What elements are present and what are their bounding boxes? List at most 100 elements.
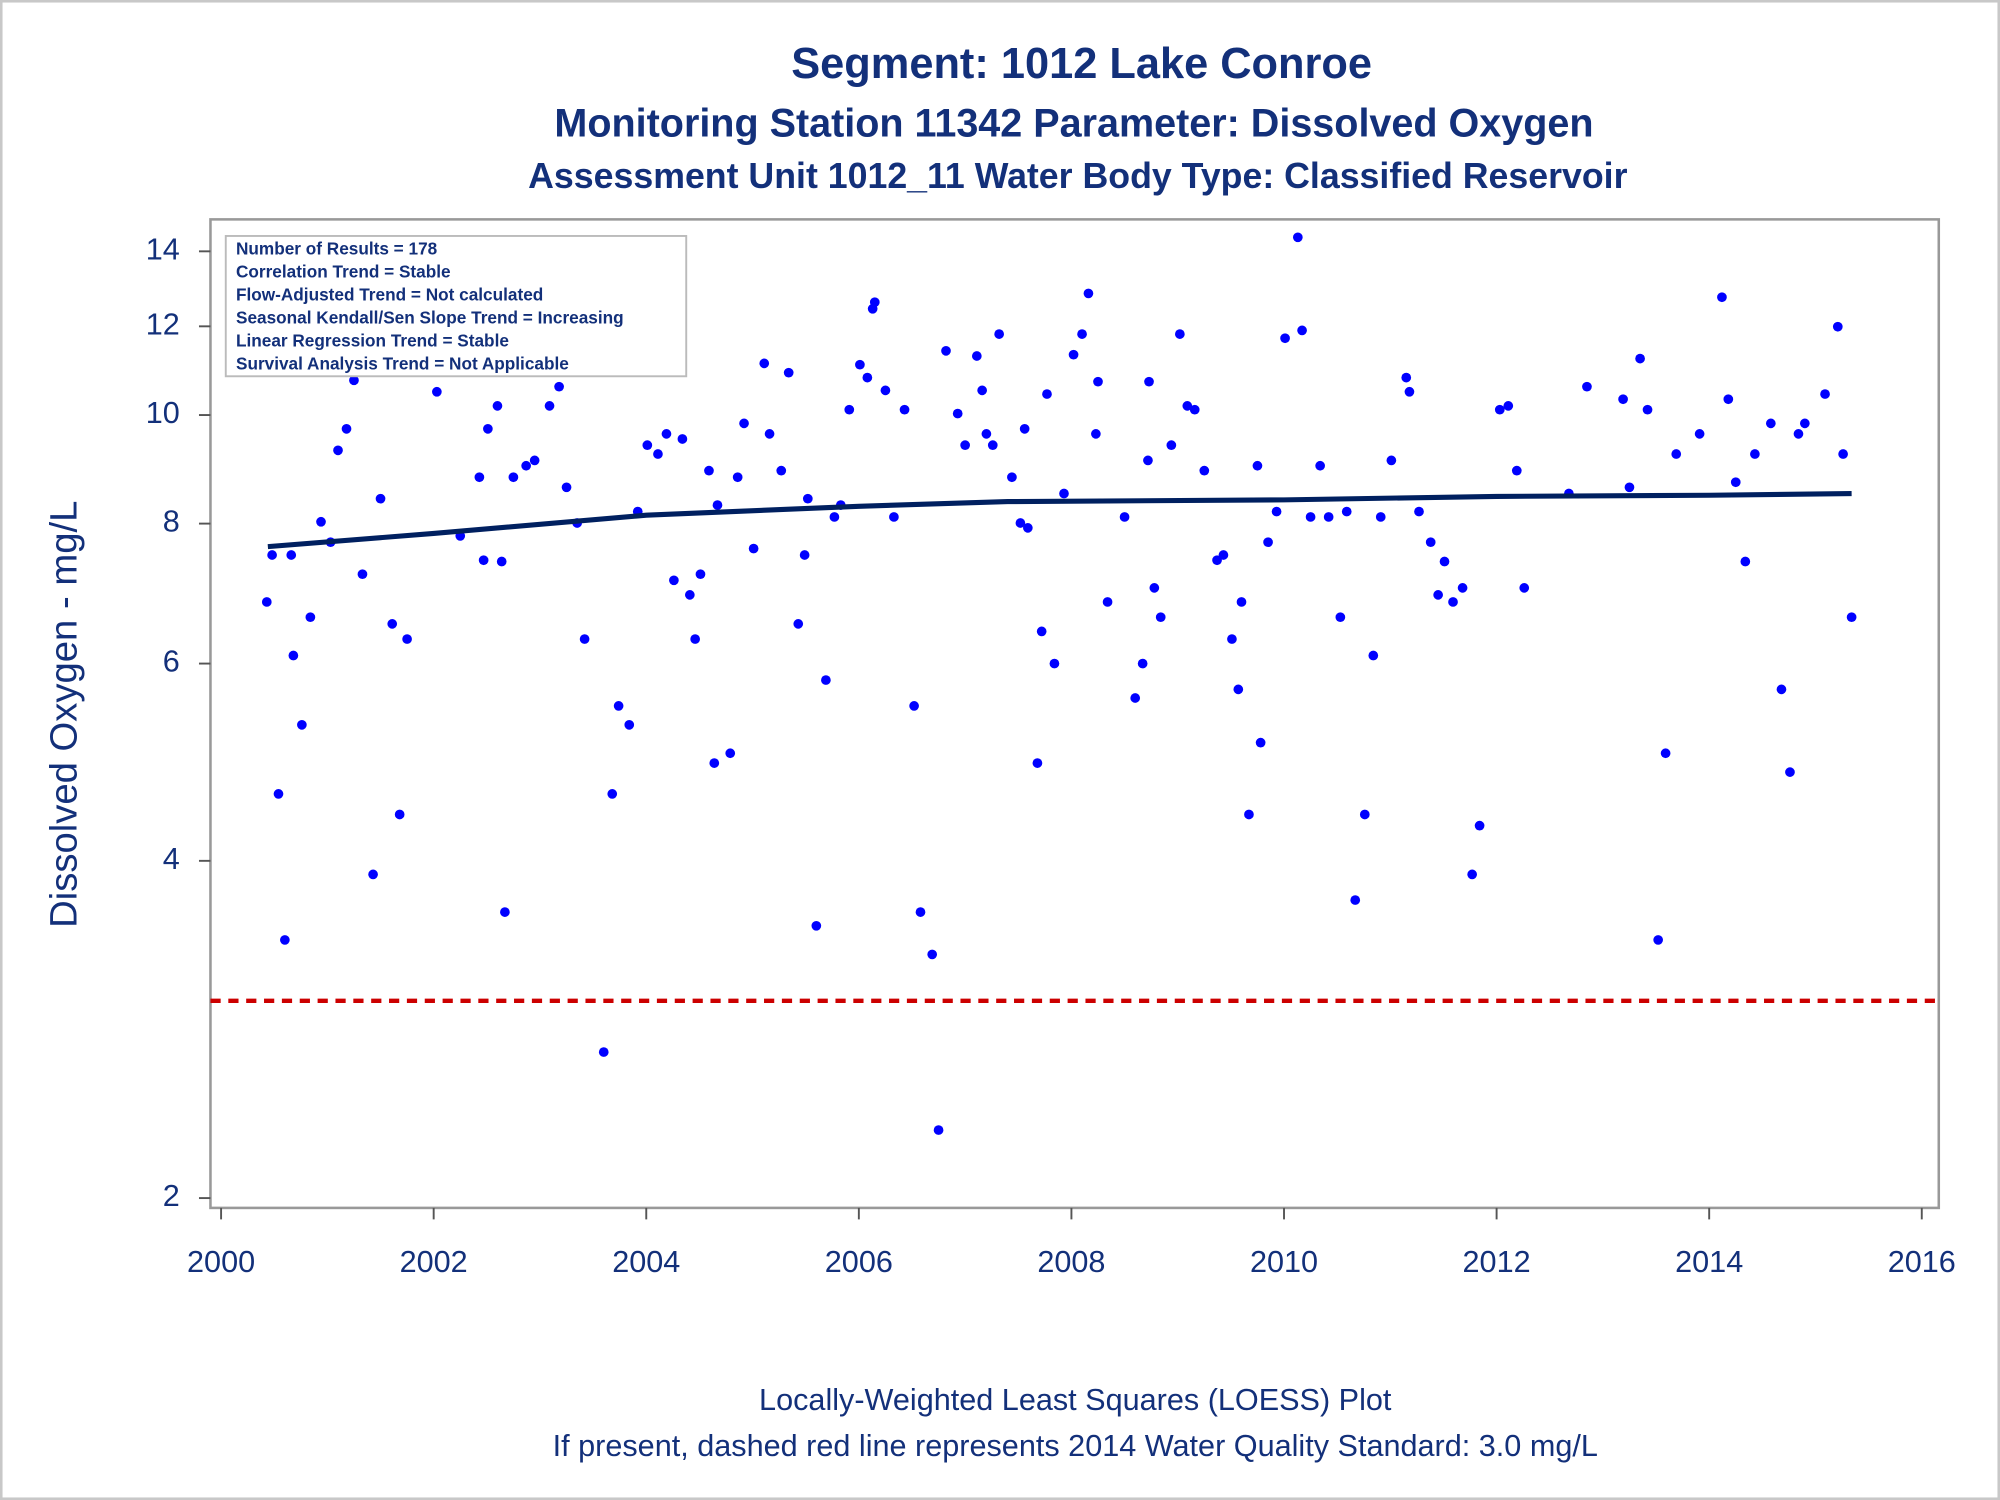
data-point [1474,820,1485,831]
data-point [297,719,307,730]
data-point [1137,658,1148,669]
data-point [915,907,926,917]
data-point [869,297,880,308]
data-point [1467,869,1477,880]
data-point [598,1047,609,1057]
data-point [1091,429,1101,439]
data-point [1032,758,1043,768]
stats-line: Number of Results = 178 [236,239,438,259]
data-point [1350,895,1361,905]
data-point [1143,455,1153,466]
data-point [1503,401,1514,411]
data-point [1723,394,1734,405]
x-tick-label: 2008 [1037,1245,1105,1279]
data-point [1218,550,1229,560]
data-point [1119,512,1130,522]
data-point [1305,512,1316,522]
data-point [880,385,891,396]
data-point [387,619,398,629]
data-point [305,612,316,623]
data-point [1252,460,1263,471]
data-point [1315,460,1325,471]
data-point [1049,658,1060,669]
data-point [1494,404,1505,415]
data-point [394,809,405,820]
stats-box [224,235,688,378]
data-point [739,418,749,429]
data-point [1292,232,1303,243]
data-point [1582,381,1592,392]
data-point [1036,626,1047,637]
data-point [1793,429,1804,439]
data-point [987,440,998,450]
stats-line: Linear Regression Trend = Stable [236,330,509,350]
data-point [695,569,706,580]
stats-line: Correlation Trend = Stable [236,262,451,282]
data-point [1244,809,1254,820]
data-point [1199,465,1210,476]
data-point [783,367,794,378]
data-point [1189,404,1200,415]
plot-area [209,218,1941,1210]
data-point [927,949,938,960]
data-point [1335,612,1346,623]
data-point [1182,401,1193,411]
data-point [732,472,743,483]
data-point [375,493,386,504]
data-point [1765,418,1776,429]
data-point [607,789,618,799]
data-point [909,701,919,711]
data-point [899,404,910,415]
footnote: If present, dashed red line represents 2… [553,1429,1598,1463]
data-point [684,590,695,600]
footnote: Locally-Weighted Least Squares (LOESS) P… [759,1383,1392,1417]
data-point [1323,512,1334,522]
chart-title: Segment: 1012 Lake Conroe [791,40,1372,88]
data-point [1375,512,1386,522]
y-tick-label: 6 [163,645,180,679]
data-point [1023,523,1033,533]
data-point [1846,612,1857,623]
data-point [1660,748,1671,759]
data-point [712,500,723,510]
data-point [280,935,290,945]
y-tick-label: 4 [163,842,180,876]
data-point [1401,372,1412,383]
data-point [1750,449,1760,459]
data-point [561,482,572,493]
data-point [1653,935,1664,945]
data-point [1618,394,1628,405]
data-point [1820,389,1830,399]
data-point [1433,590,1443,600]
data-point [933,1125,944,1135]
data-point [316,516,326,527]
data-point [1093,376,1103,387]
stats-line: Survival Analysis Trend = Not Applicable [236,353,569,373]
data-point [1386,455,1397,466]
data-point [1166,440,1177,450]
data-point [677,434,688,444]
data-point [669,575,679,586]
data-point [1519,583,1530,593]
x-tick-label: 2012 [1463,1245,1531,1279]
data-point [579,634,590,644]
data-point [725,748,736,759]
data-point [981,429,992,439]
data-point [690,634,700,644]
data-point [799,550,810,560]
data-point [994,329,1004,339]
data-point [653,449,663,459]
data-point [1255,737,1266,748]
data-point [273,789,284,799]
data-point [1233,684,1244,695]
data-point [1019,424,1030,434]
x-tick-label: 2016 [1888,1245,1956,1279]
y-tick-label: 14 [146,232,180,266]
data-point [508,472,519,483]
data-point [288,650,299,661]
data-point [500,907,510,917]
data-point [1263,537,1273,548]
data-point [1642,404,1653,415]
data-point [971,351,982,361]
data-point [1227,634,1237,644]
